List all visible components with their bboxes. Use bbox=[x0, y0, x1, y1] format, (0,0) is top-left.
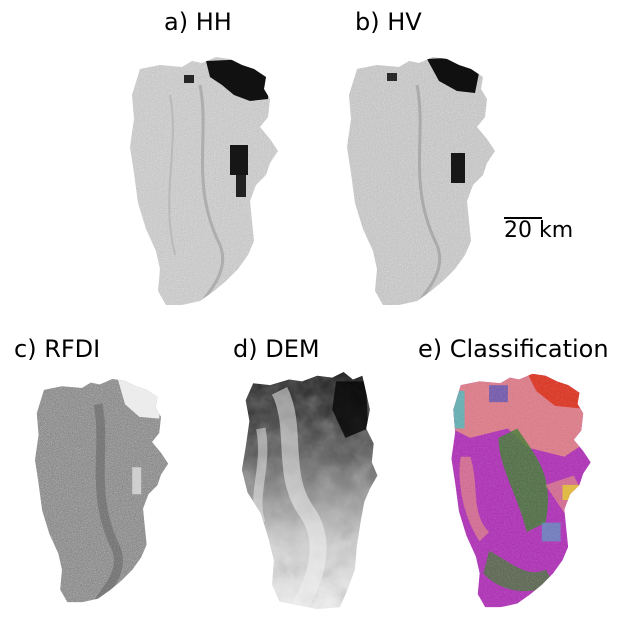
panel-title-classification: e) Classification bbox=[418, 335, 609, 363]
map-hv bbox=[347, 57, 495, 305]
map-classification bbox=[451, 373, 591, 608]
panel-title-hh: a) HH bbox=[164, 8, 232, 36]
panel-title-hv: b) HV bbox=[355, 8, 422, 36]
map-dem bbox=[241, 372, 378, 610]
map-rfdi bbox=[35, 379, 169, 603]
scale-bar-line bbox=[504, 217, 542, 219]
panel-title-rfdi: c) RFDI bbox=[14, 335, 101, 363]
scale-bar-label: 20 km bbox=[504, 218, 574, 243]
map-hh bbox=[130, 57, 278, 305]
panel-title-dem: d) DEM bbox=[233, 335, 320, 363]
